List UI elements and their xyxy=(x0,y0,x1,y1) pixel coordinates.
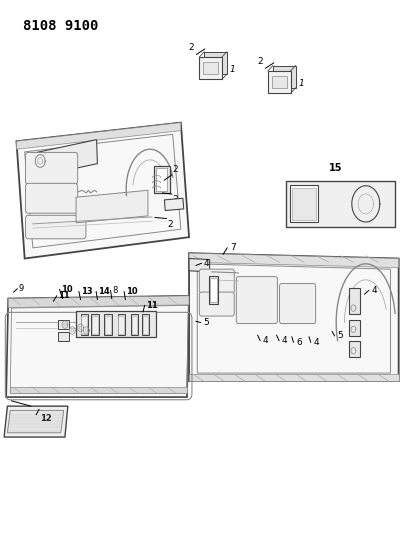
Text: 2: 2 xyxy=(189,43,194,52)
Polygon shape xyxy=(6,296,189,397)
Bar xyxy=(349,320,360,336)
Bar xyxy=(156,168,167,191)
Text: 1: 1 xyxy=(299,79,305,88)
Bar xyxy=(142,314,149,335)
Bar xyxy=(132,316,137,334)
Text: 12: 12 xyxy=(40,414,52,423)
Bar xyxy=(131,314,138,335)
Bar xyxy=(203,62,218,75)
Polygon shape xyxy=(199,57,222,79)
Bar xyxy=(349,288,360,314)
FancyBboxPatch shape xyxy=(25,183,78,213)
Text: 2: 2 xyxy=(173,165,178,174)
Text: 2: 2 xyxy=(258,56,263,66)
Bar xyxy=(292,188,316,220)
Polygon shape xyxy=(268,71,291,93)
Bar xyxy=(143,316,148,334)
Text: 1: 1 xyxy=(229,66,235,74)
Text: 8: 8 xyxy=(112,286,118,295)
Bar xyxy=(286,181,395,227)
Text: 4: 4 xyxy=(263,336,268,345)
Polygon shape xyxy=(189,374,399,381)
Polygon shape xyxy=(189,253,399,268)
Polygon shape xyxy=(76,190,148,223)
Polygon shape xyxy=(189,253,399,381)
Bar xyxy=(58,332,69,341)
FancyBboxPatch shape xyxy=(236,277,277,324)
Text: 4: 4 xyxy=(371,286,377,295)
FancyBboxPatch shape xyxy=(199,292,234,316)
Polygon shape xyxy=(27,140,97,179)
Bar xyxy=(349,341,360,357)
Text: 4: 4 xyxy=(313,338,319,346)
Text: 10: 10 xyxy=(61,285,73,294)
Text: 11: 11 xyxy=(146,301,158,310)
Text: 4: 4 xyxy=(204,259,210,268)
Bar xyxy=(154,166,170,193)
Polygon shape xyxy=(273,66,296,88)
Bar xyxy=(209,276,218,304)
Bar xyxy=(210,278,217,302)
Text: 3: 3 xyxy=(173,195,178,204)
Bar xyxy=(81,314,88,335)
Text: 14: 14 xyxy=(98,287,110,296)
Text: 11: 11 xyxy=(58,292,70,300)
Text: 5: 5 xyxy=(203,318,209,327)
Text: 6: 6 xyxy=(296,338,302,346)
Bar xyxy=(76,311,156,337)
Text: 9: 9 xyxy=(19,285,24,293)
Text: 5: 5 xyxy=(337,332,343,340)
Bar xyxy=(104,314,112,335)
Text: 7: 7 xyxy=(230,244,236,252)
FancyBboxPatch shape xyxy=(279,284,316,324)
Polygon shape xyxy=(16,123,189,259)
Text: 2: 2 xyxy=(167,220,173,229)
Bar xyxy=(81,316,87,334)
Polygon shape xyxy=(10,387,187,393)
Polygon shape xyxy=(164,198,184,211)
Bar xyxy=(92,316,98,334)
Bar xyxy=(58,320,69,329)
Text: 10: 10 xyxy=(126,287,137,296)
Polygon shape xyxy=(8,296,189,308)
FancyBboxPatch shape xyxy=(25,215,86,239)
FancyBboxPatch shape xyxy=(25,152,78,184)
Polygon shape xyxy=(204,52,227,74)
FancyBboxPatch shape xyxy=(199,269,234,293)
Text: 4: 4 xyxy=(282,336,287,345)
Bar xyxy=(290,185,318,222)
Text: 15: 15 xyxy=(329,163,343,173)
Text: 8108 9100: 8108 9100 xyxy=(23,19,98,33)
Bar xyxy=(118,316,124,334)
Text: 13: 13 xyxy=(81,287,92,296)
Polygon shape xyxy=(4,406,68,437)
Bar xyxy=(91,314,99,335)
Bar xyxy=(118,314,125,335)
Polygon shape xyxy=(189,259,210,272)
Bar xyxy=(105,316,111,334)
Polygon shape xyxy=(16,123,181,149)
Polygon shape xyxy=(7,410,64,433)
Bar xyxy=(272,76,287,88)
